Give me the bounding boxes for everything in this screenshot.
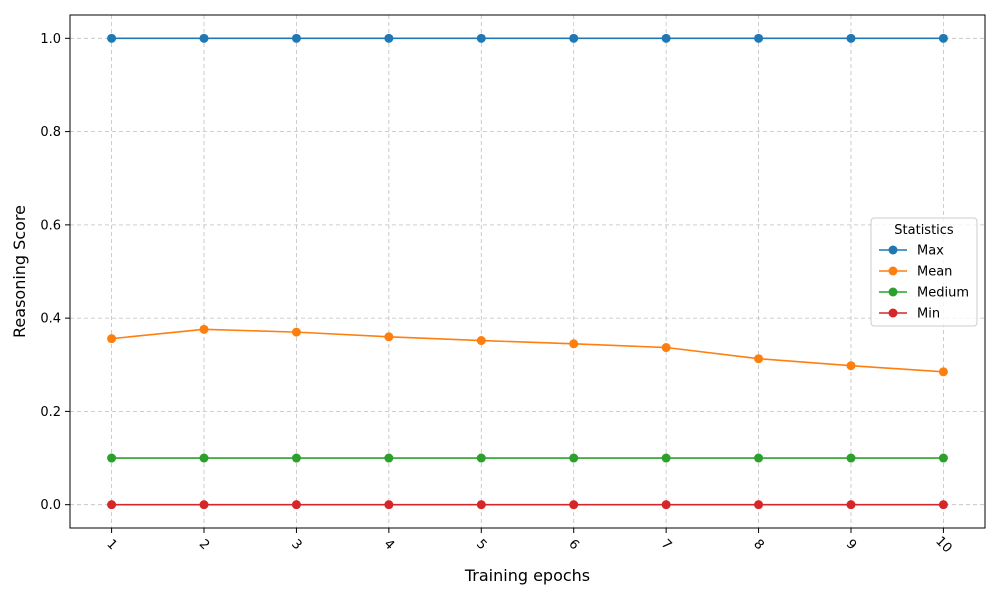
y-tick-label: 0.2 <box>40 405 61 420</box>
series-min <box>107 500 948 510</box>
data-point <box>846 361 856 371</box>
x-tick-label: 4 <box>381 537 397 553</box>
data-point <box>199 324 209 334</box>
data-point <box>661 453 671 463</box>
data-point <box>291 33 301 43</box>
legend-label: Max <box>917 244 944 259</box>
data-point <box>938 33 948 43</box>
x-tick-label: 6 <box>565 537 581 553</box>
legend-items: Max Mean Medium Min <box>879 244 969 322</box>
legend: Statistics Max Mean Medium Min <box>870 217 978 327</box>
data-point <box>476 500 486 510</box>
data-point <box>291 453 301 463</box>
data-point <box>384 332 394 342</box>
x-axis-title: Training epochs <box>464 566 590 585</box>
data-point <box>199 33 209 43</box>
y-axis-title: Reasoning Score <box>10 205 29 338</box>
legend-title: Statistics <box>894 223 954 238</box>
data-point <box>846 33 856 43</box>
data-point <box>384 33 394 43</box>
data-point <box>476 33 486 43</box>
data-point <box>107 334 117 344</box>
x-tick-label: 5 <box>473 537 489 553</box>
series-layer <box>107 33 948 510</box>
data-point <box>661 500 671 510</box>
y-tick-label: 1.0 <box>40 32 61 47</box>
legend-item: Min <box>879 307 940 322</box>
data-point <box>199 500 209 510</box>
x-tick-label: 8 <box>750 537 766 553</box>
legend-swatch-marker <box>888 245 898 255</box>
data-point <box>938 500 948 510</box>
data-point <box>938 367 948 377</box>
data-point <box>569 500 579 510</box>
data-point <box>754 500 764 510</box>
y-tick-label: 0.0 <box>40 498 61 513</box>
data-point <box>569 339 579 349</box>
data-point <box>754 33 764 43</box>
legend-label: Medium <box>917 286 969 301</box>
data-point <box>846 500 856 510</box>
series-mean <box>107 324 948 377</box>
data-point <box>476 336 486 346</box>
axis-ticks: 1 2 3 4 5 6 7 8 9 10 0.0 0.2 0.4 0.6 0.8 1.0 <box>40 32 954 556</box>
data-point <box>199 453 209 463</box>
x-tick-label: 7 <box>658 537 674 553</box>
y-tick-label: 0.6 <box>40 218 61 233</box>
data-point <box>754 453 764 463</box>
legend-item: Mean <box>879 265 952 280</box>
plot-frame <box>69 14 986 529</box>
data-point <box>291 500 301 510</box>
data-point <box>846 453 856 463</box>
data-point <box>569 33 579 43</box>
data-point <box>476 453 486 463</box>
legend-swatch-marker <box>888 287 898 297</box>
grid <box>70 15 985 528</box>
series-line <box>111 328 944 373</box>
legend-swatch-marker <box>888 266 898 276</box>
legend-item: Max <box>879 244 944 259</box>
x-tick-label: 2 <box>196 537 212 553</box>
legend-box <box>870 217 978 327</box>
legend-label: Min <box>917 307 940 322</box>
legend-swatch-marker <box>888 308 898 318</box>
data-point <box>938 453 948 463</box>
x-tick-label: 10 <box>932 534 954 556</box>
series-medium <box>107 453 948 463</box>
data-point <box>107 453 117 463</box>
data-point <box>291 327 301 337</box>
data-point <box>754 354 764 364</box>
x-tick-label: 3 <box>288 537 304 553</box>
x-tick-label: 1 <box>103 537 119 553</box>
data-point <box>661 33 671 43</box>
data-point <box>384 500 394 510</box>
y-tick-label: 0.8 <box>40 125 61 140</box>
data-point <box>107 500 117 510</box>
x-tick-label: 9 <box>843 537 859 553</box>
legend-item: Medium <box>879 286 969 301</box>
data-point <box>661 343 671 353</box>
data-point <box>384 453 394 463</box>
legend-label: Mean <box>917 265 952 280</box>
series-max <box>107 33 948 43</box>
y-tick-label: 0.4 <box>40 312 61 327</box>
data-point <box>107 33 117 43</box>
data-point <box>569 453 579 463</box>
